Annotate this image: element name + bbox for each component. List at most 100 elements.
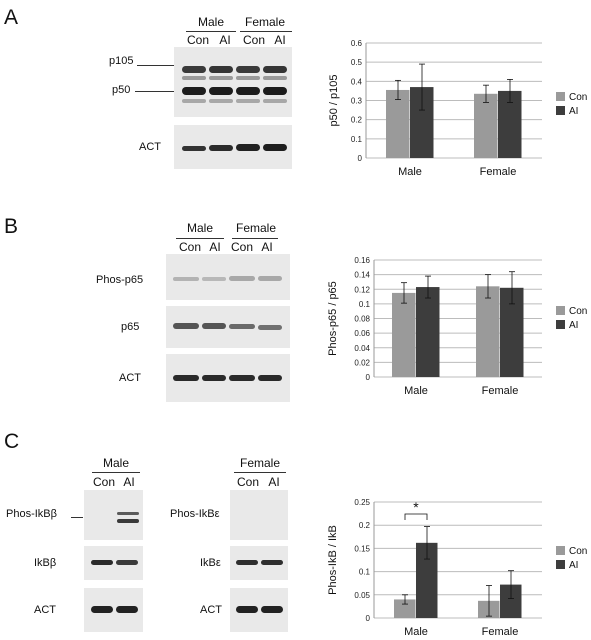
bar-con-female bbox=[474, 93, 498, 158]
lane-label: AI bbox=[123, 475, 135, 489]
western-blot-phos-ikbb bbox=[84, 490, 143, 540]
legend-swatch-ai bbox=[556, 320, 565, 329]
bar-chart-phos-ikb-ikb: 0 0.05 0.1 0.15 0.2 0.25 Phos-IkB / IkB Male Fem… bbox=[327, 498, 587, 638]
marker-label-phos-p65: Phos-p65 bbox=[96, 274, 144, 286]
y-tick-label: 0.1 bbox=[351, 135, 363, 144]
bar-con-female bbox=[476, 286, 500, 377]
marker-label-phos-ikbb: Phos-IkBβ bbox=[6, 508, 57, 520]
y-tick-label: 0.12 bbox=[354, 285, 370, 294]
y-tick-label: 0.1 bbox=[359, 568, 371, 577]
group-header-male-c: Male bbox=[102, 456, 129, 470]
lane-label: AI bbox=[261, 240, 273, 254]
lane-label: Con bbox=[92, 475, 115, 489]
legend-label-ai: AI bbox=[569, 320, 578, 331]
marker-pointer bbox=[135, 91, 174, 92]
y-tick-label: 0.1 bbox=[359, 300, 371, 309]
lane-label: AI bbox=[219, 33, 231, 47]
y-tick-label: 0.2 bbox=[359, 521, 371, 530]
y-tick-label: 0.15 bbox=[354, 544, 370, 553]
panel-letter-b: B bbox=[4, 215, 19, 238]
marker-label-p50: p50 bbox=[112, 84, 131, 96]
group-underline bbox=[232, 238, 278, 239]
marker-pointer bbox=[137, 65, 174, 66]
legend-swatch-con bbox=[556, 546, 565, 555]
bar-chart-phos-p65-p65: 0 0.02 0.04 0.06 0.08 0.1 0.12 0.14 0.16 Phos-p65… bbox=[327, 256, 587, 397]
western-blot-phos-p65 bbox=[166, 254, 290, 300]
y-tick-label: 0.04 bbox=[354, 344, 370, 353]
group-header-female-c: Female bbox=[239, 456, 280, 470]
legend-label-con: Con bbox=[569, 92, 587, 103]
marker-label-act: ACT bbox=[139, 141, 161, 153]
significance-star: * bbox=[413, 499, 419, 515]
y-tick-label: 0.14 bbox=[354, 271, 370, 280]
marker-label-p65: p65 bbox=[121, 321, 140, 333]
y-tick-label: 0 bbox=[366, 373, 371, 382]
marker-pointer bbox=[71, 517, 83, 518]
bar-con-male bbox=[386, 89, 410, 158]
lane-label: Con bbox=[236, 475, 259, 489]
group-header-female-a: Female bbox=[244, 15, 285, 29]
panel-letter-c: C bbox=[4, 430, 20, 453]
bar-con-male bbox=[392, 292, 416, 377]
x-category-label: Female bbox=[482, 385, 519, 397]
marker-label-act: ACT bbox=[119, 372, 141, 384]
bar-con-male bbox=[394, 599, 416, 618]
group-header-male-b: Male bbox=[186, 221, 213, 235]
marker-label-phos-ikbe: Phos-IkBε bbox=[170, 508, 220, 520]
legend-swatch-ai bbox=[556, 106, 565, 115]
lane-label: Con bbox=[186, 33, 209, 47]
lane-label: Con bbox=[178, 240, 201, 254]
marker-label-p105: p105 bbox=[109, 55, 134, 67]
bar-ai-female bbox=[498, 90, 522, 158]
group-underline bbox=[176, 238, 224, 239]
bar-ai-female bbox=[500, 584, 522, 618]
group-underline bbox=[186, 31, 236, 32]
bar-chart-p50-p105: 0 0.1 0.2 0.3 0.4 0.5 0.6 p50 / p105 Male Female C… bbox=[328, 39, 587, 178]
western-blot-ikbb bbox=[84, 546, 143, 580]
significance-bracket bbox=[404, 513, 428, 520]
y-tick-label: 0.2 bbox=[351, 116, 363, 125]
western-blot-act bbox=[230, 588, 288, 632]
western-blot-act bbox=[174, 125, 292, 169]
y-tick-label: 0.4 bbox=[351, 77, 363, 86]
legend-swatch-con bbox=[556, 306, 565, 315]
legend-label-ai: AI bbox=[569, 560, 578, 571]
western-blot-ikbe bbox=[230, 546, 288, 580]
y-tick-label: 0.06 bbox=[354, 329, 370, 338]
y-axis-label: p50 / p105 bbox=[328, 75, 340, 127]
group-underline bbox=[234, 472, 286, 473]
bar-ai-female bbox=[500, 287, 524, 377]
y-axis-label: Phos-p65 / p65 bbox=[327, 281, 339, 356]
y-tick-label: 0.08 bbox=[354, 315, 370, 324]
y-tick-label: 0.25 bbox=[354, 498, 370, 507]
bar-ai-male bbox=[416, 542, 438, 618]
x-category-label: Male bbox=[404, 626, 428, 638]
legend-swatch-ai bbox=[556, 560, 565, 569]
y-tick-label: 0.05 bbox=[354, 591, 370, 600]
x-category-label: Female bbox=[480, 166, 517, 178]
marker-label-act: ACT bbox=[200, 604, 222, 616]
y-tick-label: 0 bbox=[366, 614, 371, 623]
western-blot-p65 bbox=[166, 306, 290, 348]
western-blot-phos-ikbe bbox=[230, 490, 288, 540]
panel-letter-a: A bbox=[4, 6, 19, 29]
marker-label-act: ACT bbox=[34, 604, 56, 616]
group-underline bbox=[240, 31, 292, 32]
x-category-label: Male bbox=[398, 166, 422, 178]
group-header-male-a: Male bbox=[197, 15, 224, 29]
x-category-label: Female bbox=[482, 626, 519, 638]
y-tick-label: 0.16 bbox=[354, 256, 370, 265]
legend-swatch-con bbox=[556, 92, 565, 101]
group-underline bbox=[92, 472, 140, 473]
legend-label-con: Con bbox=[569, 306, 587, 317]
x-category-label: Male bbox=[404, 385, 428, 397]
bar-ai-male bbox=[410, 87, 434, 158]
y-tick-label: 0 bbox=[358, 154, 363, 163]
legend-label-con: Con bbox=[569, 546, 587, 557]
y-tick-label: 0.5 bbox=[351, 58, 363, 67]
marker-label-ikbe: IkBε bbox=[200, 557, 221, 569]
y-axis-label: Phos-IkB / IkB bbox=[327, 525, 339, 595]
marker-label-ikbb: IkBβ bbox=[34, 557, 57, 569]
y-tick-label: 0.02 bbox=[354, 358, 370, 367]
group-header-female-b: Female bbox=[235, 221, 276, 235]
